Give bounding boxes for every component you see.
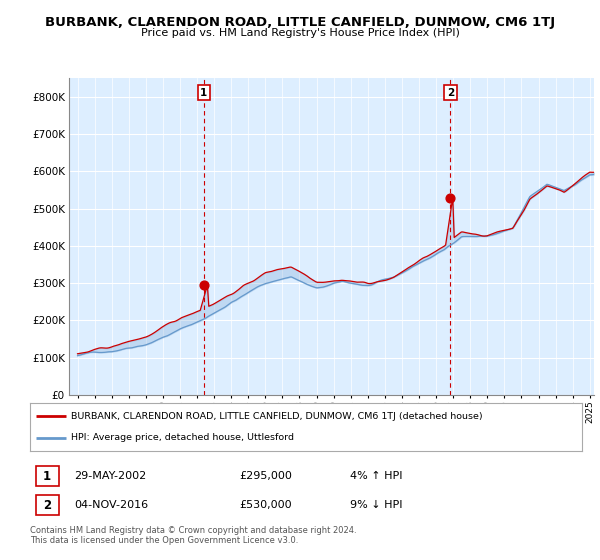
Text: 1: 1 [200, 87, 208, 97]
FancyBboxPatch shape [35, 466, 59, 486]
Text: This data is licensed under the Open Government Licence v3.0.: This data is licensed under the Open Gov… [30, 536, 298, 545]
Text: HPI: Average price, detached house, Uttlesford: HPI: Average price, detached house, Uttl… [71, 433, 295, 442]
Point [199, 281, 209, 290]
Text: Contains HM Land Registry data © Crown copyright and database right 2024.: Contains HM Land Registry data © Crown c… [30, 526, 356, 535]
Text: £530,000: £530,000 [240, 500, 292, 510]
Text: 9% ↓ HPI: 9% ↓ HPI [350, 500, 403, 510]
Text: BURBANK, CLARENDON ROAD, LITTLE CANFIELD, DUNMOW, CM6 1TJ: BURBANK, CLARENDON ROAD, LITTLE CANFIELD… [45, 16, 555, 29]
FancyBboxPatch shape [35, 495, 59, 515]
Text: 2: 2 [43, 498, 51, 512]
Text: £295,000: £295,000 [240, 471, 293, 481]
Text: 4% ↑ HPI: 4% ↑ HPI [350, 471, 403, 481]
Text: Price paid vs. HM Land Registry's House Price Index (HPI): Price paid vs. HM Land Registry's House … [140, 28, 460, 38]
Text: BURBANK, CLARENDON ROAD, LITTLE CANFIELD, DUNMOW, CM6 1TJ (detached house): BURBANK, CLARENDON ROAD, LITTLE CANFIELD… [71, 412, 483, 421]
Text: 1: 1 [43, 469, 51, 483]
Text: 2: 2 [447, 87, 454, 97]
Text: 04-NOV-2016: 04-NOV-2016 [74, 500, 148, 510]
Text: 29-MAY-2002: 29-MAY-2002 [74, 471, 146, 481]
Point [446, 193, 455, 202]
